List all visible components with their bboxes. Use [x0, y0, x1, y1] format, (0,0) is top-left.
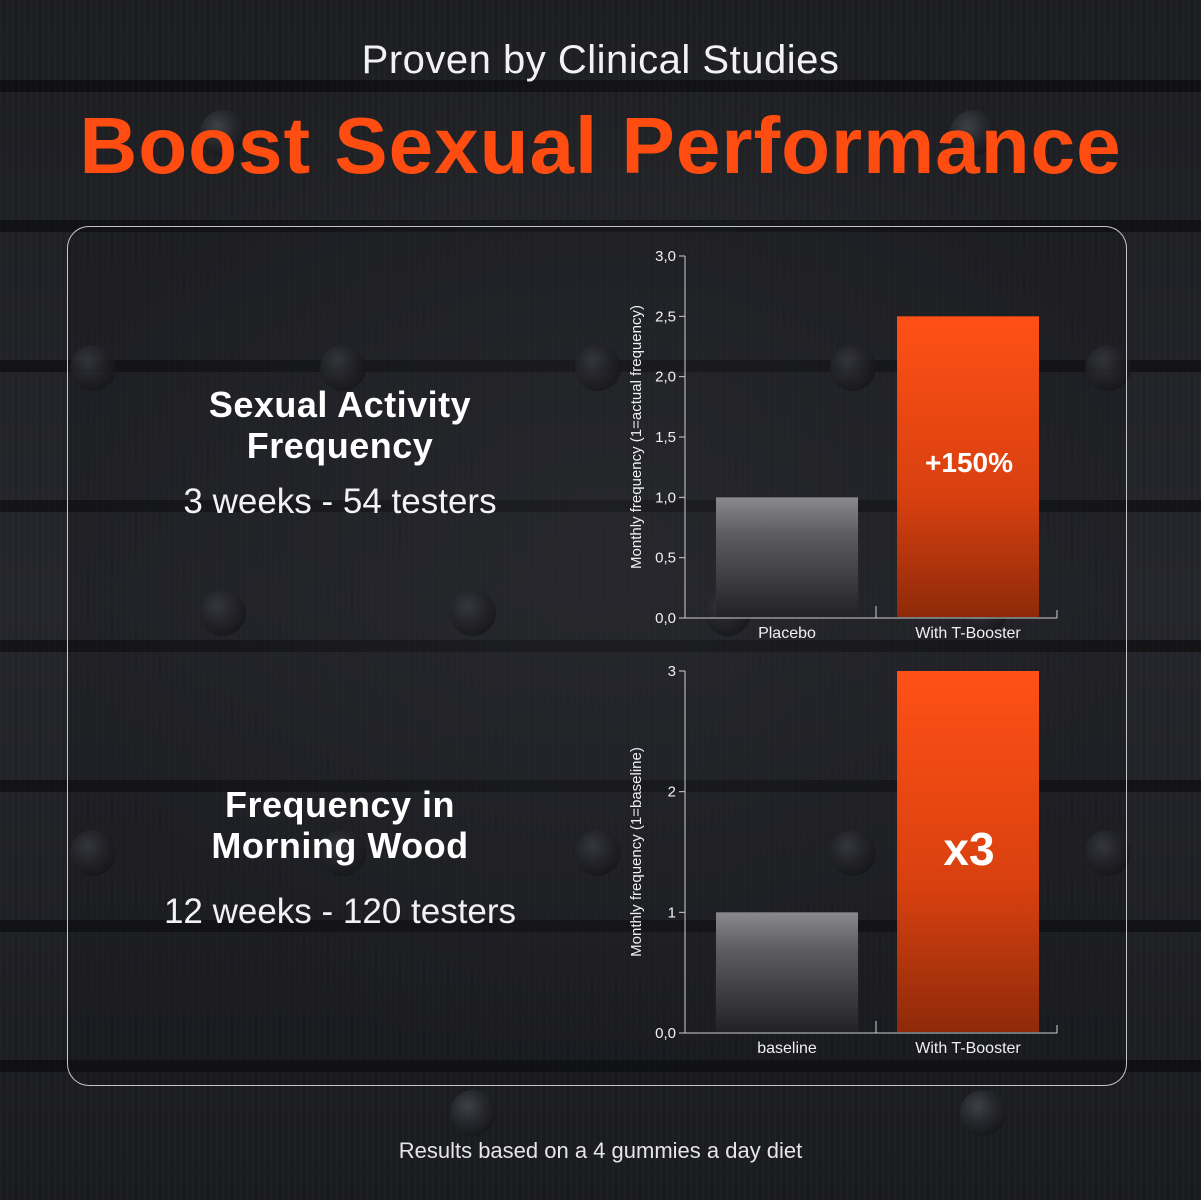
study-2-heading-line1: Frequency in [224, 784, 456, 825]
x-category-label: With T-Booster [915, 625, 1021, 642]
study-2-info: Frequency in Morning Wood 12 weeks - 120… [110, 784, 570, 932]
bar-t-booster [897, 671, 1039, 1032]
rivet-decoration [450, 1090, 496, 1136]
study-2-heading-line2: Morning Wood [211, 825, 469, 866]
page-title: Boost Sexual Performance [79, 101, 1122, 190]
y-tick-label: 1 [668, 904, 676, 921]
rivet-decoration [320, 830, 366, 876]
rivet-decoration [70, 830, 116, 876]
rivet-decoration [960, 1090, 1006, 1136]
study-1-heading-line1: Sexual Activity [208, 384, 472, 425]
rivet-decoration [950, 110, 996, 156]
rivet-decoration [830, 830, 876, 876]
y-tick-label: 2,0 [655, 369, 676, 386]
rivet-decoration [450, 590, 496, 636]
chart-sexual-activity: 0,0 0,5 1,0 1,5 2,0 2,5 3,0 Monthly frequency (… [628, 248, 1058, 642]
y-tick-label: 1,5 [655, 429, 676, 446]
y-tick-label: 3 [668, 663, 676, 680]
rivet-decoration [830, 345, 876, 391]
y-tick-label: 3,0 [655, 248, 676, 265]
y-tick-label: 2 [668, 784, 676, 801]
footer-note: Results based on a 4 gummies a day diet [398, 1138, 803, 1163]
rivet-decoration [320, 345, 366, 391]
bar-annotation: x3 [943, 823, 994, 875]
bar-annotation: +150% [925, 447, 1013, 478]
x-category-label: baseline [757, 1040, 817, 1057]
rivet-decoration [1085, 345, 1131, 391]
y-tick-label: 0,0 [655, 1025, 676, 1042]
rivet-decoration [70, 345, 116, 391]
rivet-decoration [200, 590, 246, 636]
study-2-detail: 12 weeks - 120 testers [163, 892, 517, 931]
x-category-label: Placebo [758, 625, 816, 642]
rivet-decoration [575, 830, 621, 876]
rivet-decoration [200, 110, 246, 156]
rivet-decoration [575, 345, 621, 391]
y-axis-label: Monthly frequency (1=baseline) [628, 747, 645, 957]
y-tick-label: 2,5 [655, 308, 676, 325]
y-tick-label: 0,5 [655, 550, 676, 567]
chart-morning-wood: 0,0 1 2 3 Monthly frequency (1=baseline) base… [628, 663, 1058, 1057]
page-subtitle: Proven by Clinical Studies [361, 38, 840, 82]
y-tick-label: 1,0 [655, 489, 676, 506]
study-1-detail: 3 weeks - 54 testers [183, 482, 497, 521]
study-1-info: Sexual Activity Frequency 3 weeks - 54 t… [110, 384, 570, 522]
x-category-label: With T-Booster [915, 1040, 1021, 1057]
bar-control [716, 497, 858, 617]
study-1-heading-line2: Frequency [246, 425, 434, 466]
bar-t-booster [897, 316, 1039, 617]
bar-control [716, 912, 858, 1032]
y-tick-label: 0,0 [655, 610, 676, 627]
y-axis-label: Monthly frequency (1=actual frequency) [628, 305, 645, 569]
rivet-decoration [1085, 830, 1131, 876]
